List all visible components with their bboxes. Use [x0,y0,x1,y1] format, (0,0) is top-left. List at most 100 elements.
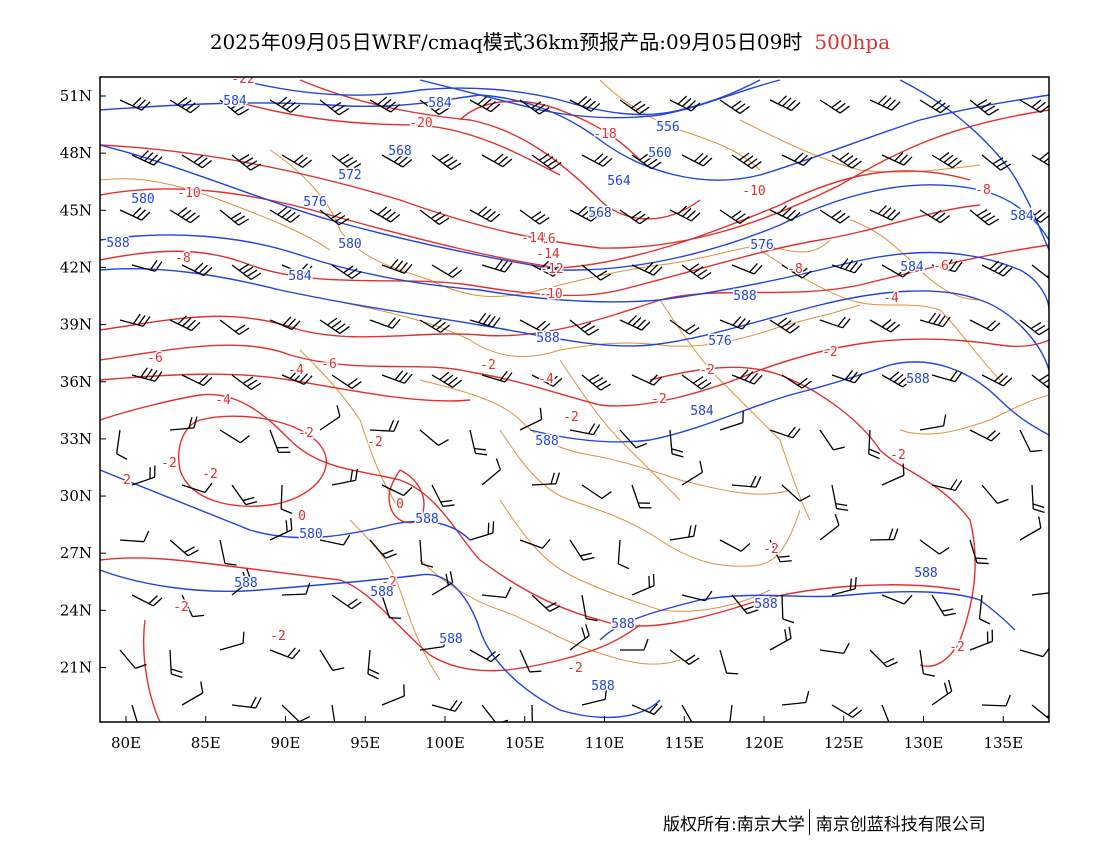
wind-barb [831,152,862,169]
wind-barb [619,99,650,115]
wind-barb [280,484,293,514]
wind-barb [131,594,163,607]
wind-barb [319,209,350,226]
lat-tick-label: 42N [60,258,92,276]
isotherm [100,373,471,402]
wind-barb [1019,516,1042,541]
temperature-label: -2 [270,629,286,644]
wind-barb [331,153,362,171]
wind-barb [781,374,812,389]
height-label: 568 [388,144,411,159]
wind-barb [978,594,991,625]
temperature-label: -2 [763,542,779,557]
height-contour [100,268,1049,371]
wind-barb [569,205,601,222]
isotherm [229,99,561,176]
wind-barb [681,460,703,486]
wind-barb [931,479,963,492]
map-frame [99,76,1050,723]
wind-barb [669,649,700,665]
wind-barb [269,206,301,223]
wind-barb [620,638,649,651]
wind-barb [431,699,463,712]
wind-barb [1019,319,1049,336]
wind-barb [119,207,151,221]
wind-barb [231,696,262,709]
lat-tick-label: 33N [60,430,92,448]
wind-barb [369,96,401,113]
height-label: 584 [223,94,247,109]
height-label: 588 [439,632,462,647]
height-contour [599,591,1016,641]
temperature-label: 2 [123,473,131,488]
wind-barb [519,407,543,431]
wind-barb [469,521,495,541]
wind-barb [931,370,963,383]
province-boundary [499,429,801,567]
wind-barb [369,539,397,559]
wind-barb [131,465,156,486]
province-boundary [599,79,761,171]
wind-barb [819,209,850,224]
wind-barb [731,594,759,615]
height-contour [100,234,1049,311]
wind-barb [669,95,701,112]
wind-barb [781,152,813,167]
temperature-label: -12 [540,262,563,277]
pressure-level: 500hpa [814,30,891,54]
wind-barb [531,594,561,612]
height-label: 584 [690,404,714,419]
height-label: 588 [611,617,634,632]
wind-barb [719,410,744,431]
wind-barb [481,259,513,273]
footer-divider [808,809,810,835]
temperature-label: -22 [231,72,254,87]
wind-barb [219,631,245,651]
wind-barb [531,260,563,277]
wind-barb [381,153,413,168]
temperature-label: -2 [381,575,397,590]
province-boundary [419,379,791,495]
wind-barb [131,150,163,166]
lon-tick-label: 135E [983,734,1023,752]
province-boundary [659,299,811,521]
height-label: 556 [656,120,679,135]
lon-tick-label: 130E [904,734,944,752]
wind-barb [331,704,337,722]
height-label: 568 [588,206,611,221]
wind-barb [1031,264,1049,281]
wind-barb [269,316,301,330]
wind-barb [381,484,413,497]
wind-barb [681,590,713,602]
temperature-label: 0 [298,509,306,524]
lon-tick-label: 85E [191,734,221,752]
height-labels: 584 584 568 572 576 580 580 584 588 576 568 560 556 5… [105,93,1036,696]
temperature-label: -2 [202,467,218,482]
wind-barb [419,539,434,568]
wind-barb [781,690,810,706]
height-label: 580 [299,527,322,542]
wind-barb [631,262,663,276]
wind-barb [331,468,359,486]
wind-barb [581,153,613,167]
wind-barb [931,259,963,273]
wind-barb [819,316,851,329]
province-boundary [299,349,401,511]
wind-barb [331,374,362,389]
temperature-label: -14 [521,231,545,246]
wind-barb [919,414,947,431]
wind-barb [519,319,551,332]
lon-tick-label: 95E [350,734,380,752]
temperature-label: -4 [538,372,554,387]
wind-barb [619,429,648,449]
isotherm [100,109,1049,249]
lon-tick-label: 115E [664,734,704,752]
wind-barb [969,209,1000,226]
temperature-isotherms [100,79,1049,722]
wind-barb [469,206,501,223]
isotherm [100,338,1049,407]
wind-barb [969,99,1000,116]
wind-barb [131,367,163,382]
wind-barb [681,374,712,390]
